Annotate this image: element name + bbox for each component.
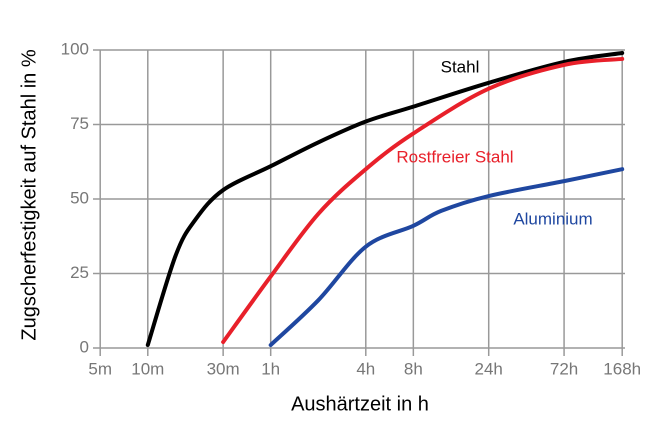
y-tick-label: 75	[70, 114, 89, 133]
data-line	[221, 56, 625, 345]
y-axis-label: Zugscherfestigkeit auf Stahl in %	[18, 49, 40, 340]
data-line	[145, 50, 625, 348]
data-line	[268, 167, 625, 348]
y-tick-label: 50	[70, 188, 89, 207]
x-tick-label: 5m	[88, 359, 112, 378]
x-tick-label: 168h	[603, 359, 641, 378]
series-label: Rostfreier Stahl	[396, 147, 513, 166]
y-tick-label: 25	[70, 263, 89, 282]
x-tick-label: 4h	[356, 359, 375, 378]
x-tick-label: 8h	[404, 359, 423, 378]
x-tick-label: 30m	[207, 359, 240, 378]
series-label: Stahl	[441, 57, 480, 76]
y-tick-label: 0	[80, 337, 89, 356]
x-tick-label: 24h	[475, 359, 503, 378]
x-tick-label: 1h	[261, 359, 280, 378]
x-axis-label: Aushärtzeit in h	[291, 393, 429, 415]
x-tick-label: 10m	[131, 359, 164, 378]
x-tick-label: 72h	[550, 359, 578, 378]
y-tick-label: 100	[61, 39, 89, 58]
series-label: Aluminium	[513, 209, 592, 228]
